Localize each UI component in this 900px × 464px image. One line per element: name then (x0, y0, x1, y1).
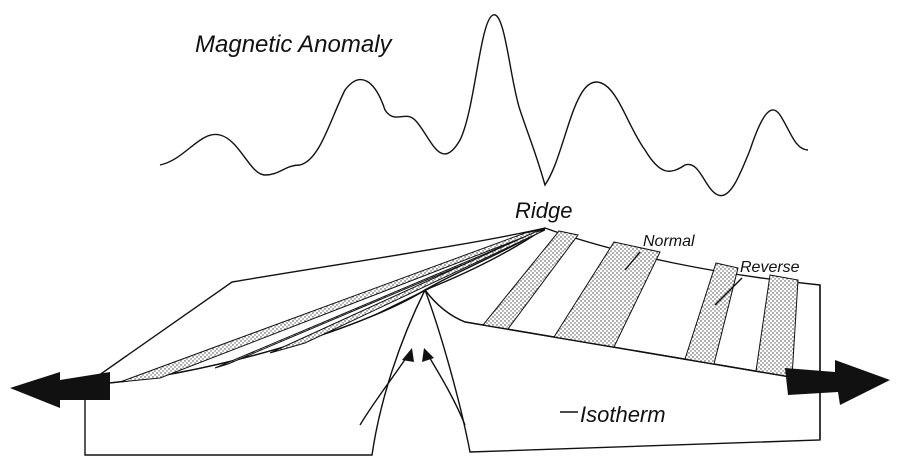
isotherm-label: Isotherm (580, 402, 666, 427)
reverse-label: Reverse (740, 259, 800, 276)
ridge-label: Ridge (515, 198, 572, 223)
stripe (553, 241, 661, 348)
spreading-arrow-right (785, 360, 890, 405)
upwelling-line (427, 354, 466, 426)
stripe (119, 228, 546, 383)
stripe (482, 230, 579, 330)
normal-label: Normal (643, 233, 695, 250)
anomaly-profile (159, 14, 809, 197)
title-label: Magnetic Anomaly (195, 31, 394, 58)
leader-line (624, 251, 641, 271)
upwelling-line (359, 354, 409, 426)
leader-line (714, 277, 743, 306)
arrow-head (422, 348, 434, 362)
arrow-head (402, 348, 414, 362)
stripe (269, 229, 546, 354)
left-block-top (82, 227, 546, 386)
stripe (755, 274, 799, 378)
stripe-edge (374, 287, 431, 316)
stripe (684, 262, 739, 365)
spreading-arrow-left (10, 372, 110, 408)
